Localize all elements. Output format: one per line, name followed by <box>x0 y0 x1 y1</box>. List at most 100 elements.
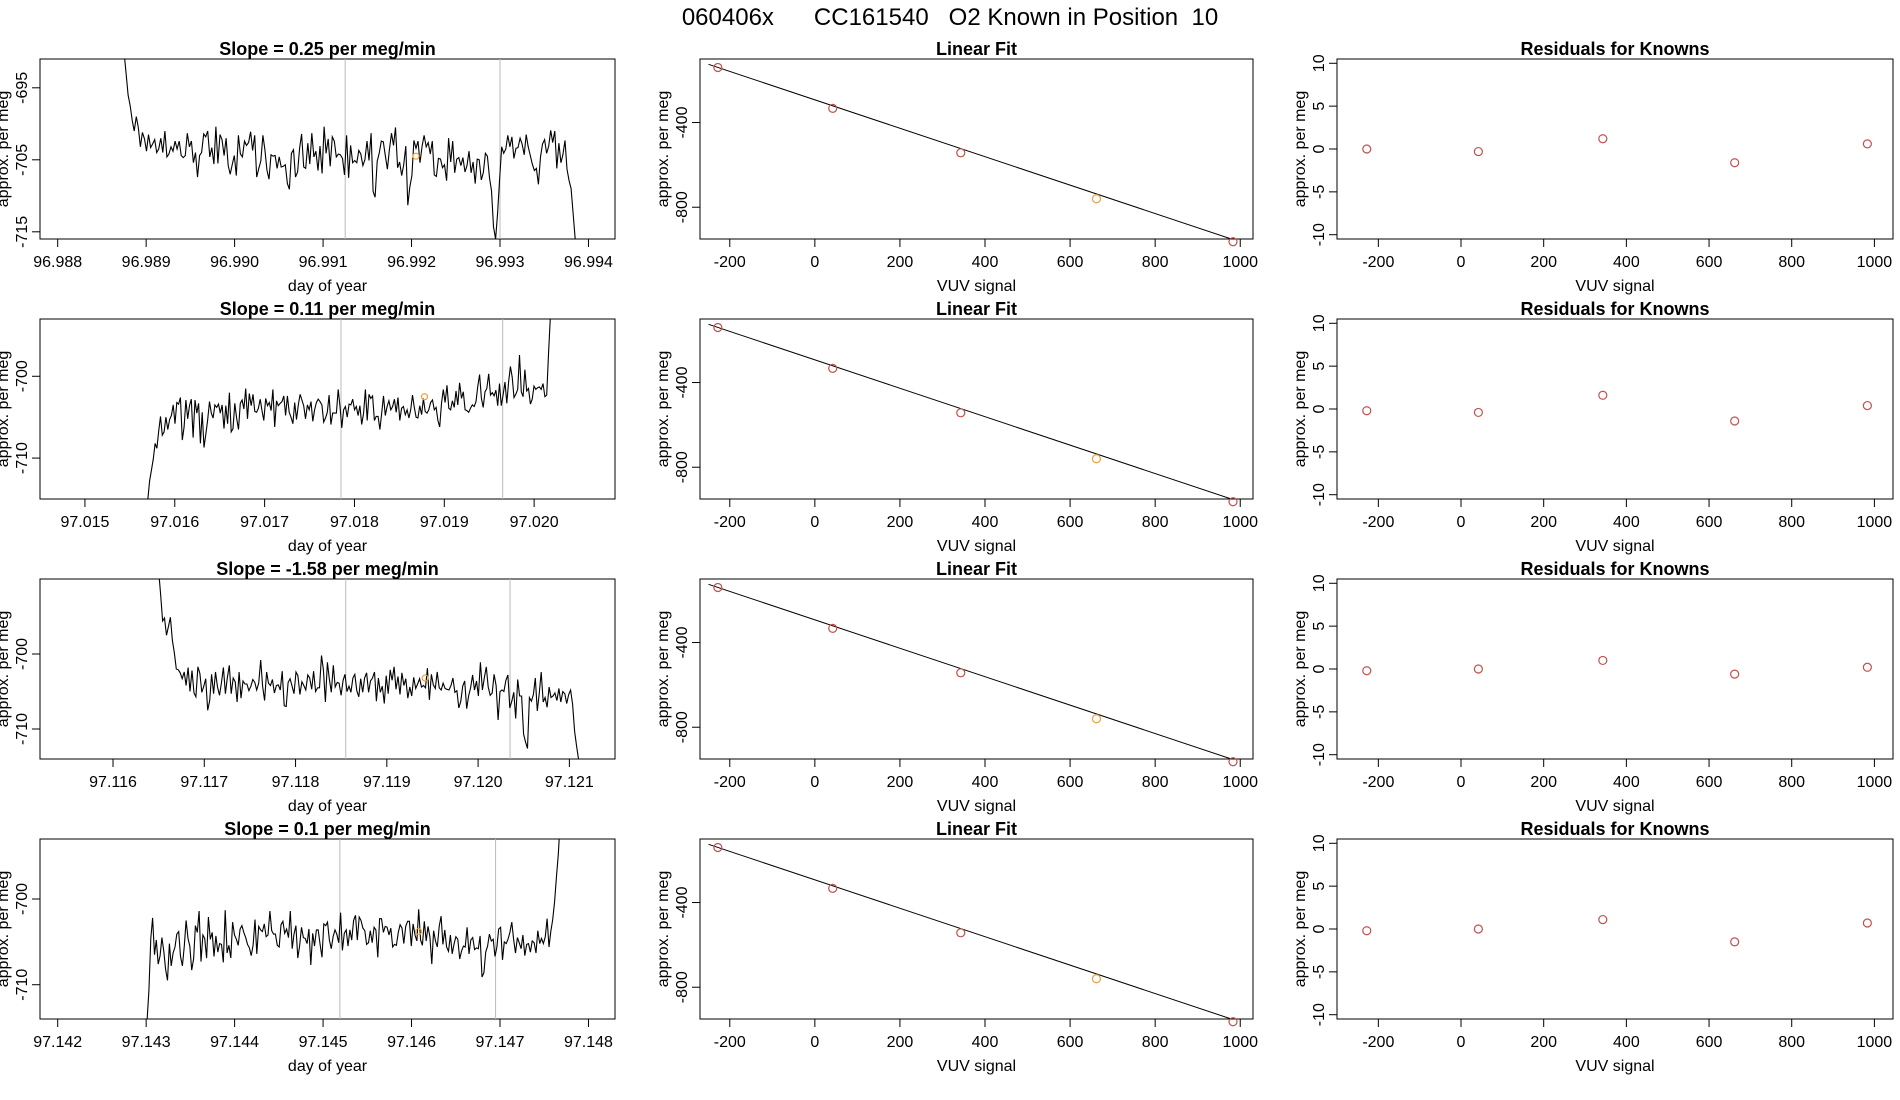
data-point <box>1862 662 1872 672</box>
x-tick-label: 1000 <box>1222 514 1258 531</box>
data-point <box>1598 914 1608 925</box>
y-tick-label: 5 <box>1311 362 1328 371</box>
y-tick-label: -710 <box>14 969 31 1001</box>
data-point <box>1598 655 1608 666</box>
plot-title: Residuals for Knowns <box>1520 299 1709 319</box>
x-tick-label: 600 <box>1057 514 1084 531</box>
data-point <box>1730 416 1740 426</box>
x-axis-label: day of year <box>288 538 368 555</box>
y-tick-label: -710 <box>14 713 31 745</box>
x-tick-label: 96.990 <box>210 254 259 271</box>
x-axis-label: VUV signal <box>1575 798 1654 815</box>
plot-frame <box>39 578 616 760</box>
x-tick-label: 800 <box>1142 774 1169 791</box>
x-tick-label: 97.142 <box>33 1034 82 1051</box>
data-point <box>1091 194 1102 204</box>
x-tick-label: 200 <box>887 514 914 531</box>
x-tick-label: -200 <box>1362 774 1394 791</box>
y-axis-label: approx. per meg <box>0 611 12 728</box>
x-tick-label: 400 <box>1613 514 1640 531</box>
plot-title: Linear Fit <box>936 299 1017 319</box>
data-point <box>1862 400 1872 411</box>
highlight-point <box>420 393 429 401</box>
y-axis-label: approx. per meg <box>0 351 12 468</box>
data-point <box>1362 406 1372 416</box>
x-tick-label: 400 <box>972 774 999 791</box>
y-tick-label: 10 <box>1311 54 1328 72</box>
y-tick-label: -700 <box>14 360 31 392</box>
y-tick-label: 5 <box>1311 882 1328 891</box>
x-tick-label: 800 <box>1778 254 1805 271</box>
x-tick-label: 400 <box>972 514 999 531</box>
x-tick-label: 600 <box>1057 254 1084 271</box>
x-tick-label: 97.145 <box>299 1034 348 1051</box>
linear_fit-panel-0: Linear Fit VUV signal approx. per meg -200 0… <box>655 39 1258 295</box>
x-tick-label: 400 <box>1613 1034 1640 1051</box>
plot-title: Slope = 0.1 per meg/min <box>224 819 431 839</box>
data-point <box>713 842 723 853</box>
y-tick-label: -800 <box>674 451 691 483</box>
y-tick-label: -5 <box>1311 705 1328 719</box>
plot-frame <box>699 318 1254 500</box>
x-tick-label: 600 <box>1696 774 1723 791</box>
plot-title: Residuals for Knowns <box>1520 559 1709 579</box>
x-tick-label: 600 <box>1057 774 1084 791</box>
x-tick-label: 97.146 <box>387 1034 436 1051</box>
plot-frame <box>699 58 1254 240</box>
y-tick-label: -400 <box>674 886 691 918</box>
plot-title: Residuals for Knowns <box>1520 39 1709 59</box>
fit-line <box>708 323 1233 499</box>
x-tick-label: 97.121 <box>545 774 594 791</box>
fit-line <box>708 63 1233 239</box>
plot-frame <box>39 838 616 1020</box>
timeseries-panel-1: Slope = 0.11 per meg/min day of year appro… <box>0 299 616 555</box>
x-tick-label: 400 <box>972 1034 999 1051</box>
x-axis-label: day of year <box>288 798 368 815</box>
y-tick-label: -695 <box>14 72 31 104</box>
x-tick-label: 96.991 <box>299 254 348 271</box>
y-tick-label: -400 <box>674 366 691 398</box>
y-tick-label: -700 <box>14 883 31 915</box>
x-tick-label: 96.993 <box>476 254 525 271</box>
y-axis-label: approx. per meg <box>1292 91 1309 208</box>
y-axis-label: approx. per meg <box>655 611 672 728</box>
data-point <box>828 883 838 893</box>
x-tick-label: 97.117 <box>180 774 228 791</box>
x-tick-label: 97.018 <box>330 514 379 531</box>
data-point <box>1862 139 1872 149</box>
plot-frame <box>39 58 616 240</box>
x-tick-label: 1000 <box>1857 514 1893 531</box>
plot-frame <box>1336 318 1894 500</box>
data-point <box>1862 918 1872 928</box>
plot-title: Slope = 0.25 per meg/min <box>219 39 436 59</box>
x-tick-label: 400 <box>1613 254 1640 271</box>
y-axis-label: approx. per meg <box>1292 611 1309 728</box>
data-point <box>1228 757 1238 767</box>
y-tick-label: -10 <box>1311 743 1328 766</box>
data-point <box>956 928 966 938</box>
data-point <box>1362 666 1372 676</box>
data-point <box>1228 237 1238 247</box>
page-title: 060406x CC161540 O2 Known in Position 10 <box>681 4 1219 31</box>
series-line <box>146 839 560 1019</box>
y-tick-label: -400 <box>674 626 691 658</box>
data-point <box>828 103 838 113</box>
x-tick-label: 97.017 <box>240 514 289 531</box>
x-tick-label: -200 <box>714 514 746 531</box>
y-tick-label: 10 <box>1311 574 1328 592</box>
x-tick-label: 1000 <box>1857 254 1893 271</box>
x-tick-label: 96.988 <box>33 254 82 271</box>
data-point <box>1228 1017 1238 1027</box>
series-line <box>147 319 551 499</box>
y-tick-label: 0 <box>1311 664 1328 673</box>
data-point <box>1598 390 1608 400</box>
x-tick-label: 800 <box>1778 774 1805 791</box>
x-tick-label: 96.992 <box>387 254 436 271</box>
y-tick-label: 5 <box>1311 102 1328 111</box>
x-tick-label: 97.143 <box>122 1034 171 1051</box>
x-tick-label: 97.016 <box>150 514 199 531</box>
y-axis-label: approx. per meg <box>1292 351 1309 468</box>
x-axis-label: day of year <box>288 1058 368 1075</box>
data-point <box>828 623 838 633</box>
